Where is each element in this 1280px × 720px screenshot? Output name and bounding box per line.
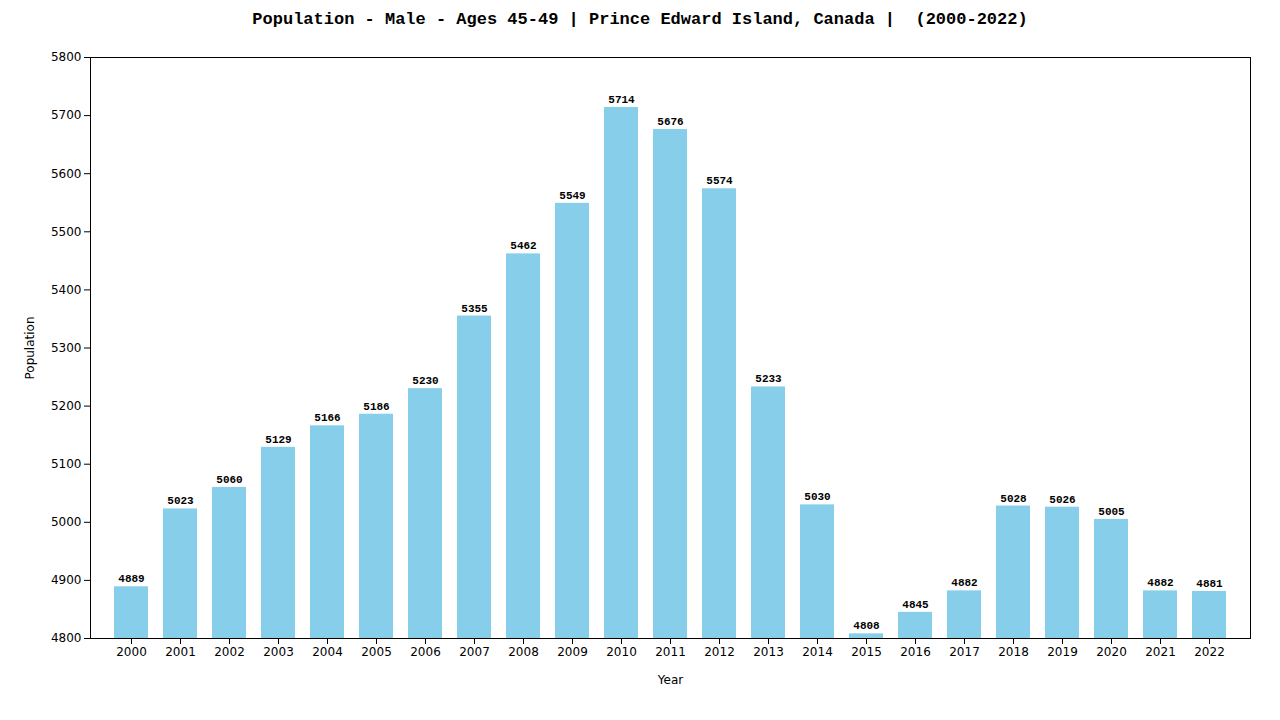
svg-text:4900: 4900 bbox=[51, 573, 82, 587]
svg-text:2007: 2007 bbox=[459, 645, 490, 659]
svg-text:5600: 5600 bbox=[51, 167, 82, 181]
svg-text:5714: 5714 bbox=[608, 94, 635, 106]
svg-text:5060: 5060 bbox=[216, 474, 242, 486]
svg-text:2003: 2003 bbox=[263, 645, 294, 659]
svg-text:4845: 4845 bbox=[902, 599, 929, 611]
svg-text:5186: 5186 bbox=[363, 401, 389, 413]
svg-text:4882: 4882 bbox=[951, 577, 977, 589]
svg-text:5166: 5166 bbox=[314, 412, 340, 424]
svg-text:5574: 5574 bbox=[706, 175, 733, 187]
svg-text:2016: 2016 bbox=[900, 645, 931, 659]
svg-text:5000: 5000 bbox=[51, 515, 82, 529]
svg-text:2001: 2001 bbox=[165, 645, 196, 659]
svg-text:4889: 4889 bbox=[118, 573, 144, 585]
svg-text:5700: 5700 bbox=[51, 108, 82, 122]
svg-text:5230: 5230 bbox=[412, 375, 438, 387]
svg-text:2011: 2011 bbox=[655, 645, 686, 659]
svg-text:2015: 2015 bbox=[851, 645, 882, 659]
svg-text:2012: 2012 bbox=[704, 645, 735, 659]
svg-text:2022: 2022 bbox=[1194, 645, 1225, 659]
svg-text:2017: 2017 bbox=[949, 645, 980, 659]
svg-text:2019: 2019 bbox=[1047, 645, 1078, 659]
svg-text:2000: 2000 bbox=[116, 645, 147, 659]
svg-text:5800: 5800 bbox=[51, 50, 82, 64]
svg-text:5200: 5200 bbox=[51, 399, 82, 413]
svg-text:2021: 2021 bbox=[1145, 645, 1176, 659]
html-text:Population - Male - Ages 45-49: Population - Male - Ages 45-49 | Prince … bbox=[252, 10, 1028, 29]
svg-text:4882: 4882 bbox=[1147, 577, 1173, 589]
svg-text:2014: 2014 bbox=[802, 645, 833, 659]
svg-text:2004: 2004 bbox=[312, 645, 343, 659]
svg-text:4881: 4881 bbox=[1196, 578, 1223, 590]
svg-text:Population: Population bbox=[23, 316, 37, 379]
svg-text:2002: 2002 bbox=[214, 645, 245, 659]
svg-text:5023: 5023 bbox=[167, 495, 194, 507]
svg-text:5549: 5549 bbox=[559, 190, 585, 202]
svg-text:5005: 5005 bbox=[1098, 506, 1125, 518]
svg-text:2018: 2018 bbox=[998, 645, 1029, 659]
svg-text:2009: 2009 bbox=[557, 645, 588, 659]
svg-text:4808: 4808 bbox=[853, 620, 880, 632]
svg-text:5129: 5129 bbox=[265, 434, 291, 446]
svg-text:2010: 2010 bbox=[606, 645, 637, 659]
svg-text:5030: 5030 bbox=[804, 491, 830, 503]
svg-text:2008: 2008 bbox=[508, 645, 539, 659]
svg-text:5300: 5300 bbox=[51, 341, 82, 355]
svg-text:5355: 5355 bbox=[461, 303, 488, 315]
svg-text:5028: 5028 bbox=[1000, 493, 1027, 505]
svg-text:5026: 5026 bbox=[1049, 494, 1075, 506]
svg-text:2005: 2005 bbox=[361, 645, 392, 659]
svg-text:4800: 4800 bbox=[51, 631, 82, 645]
svg-text:5676: 5676 bbox=[657, 116, 683, 128]
svg-text:5100: 5100 bbox=[51, 457, 82, 471]
svg-text:5233: 5233 bbox=[755, 373, 782, 385]
svg-text:5462: 5462 bbox=[510, 240, 536, 252]
svg-text:5500: 5500 bbox=[51, 225, 82, 239]
svg-text:2013: 2013 bbox=[753, 645, 784, 659]
svg-text:2020: 2020 bbox=[1096, 645, 1127, 659]
svg-text:5400: 5400 bbox=[51, 283, 82, 297]
svg-text:Year: Year bbox=[657, 673, 683, 687]
svg-text:2006: 2006 bbox=[410, 645, 441, 659]
